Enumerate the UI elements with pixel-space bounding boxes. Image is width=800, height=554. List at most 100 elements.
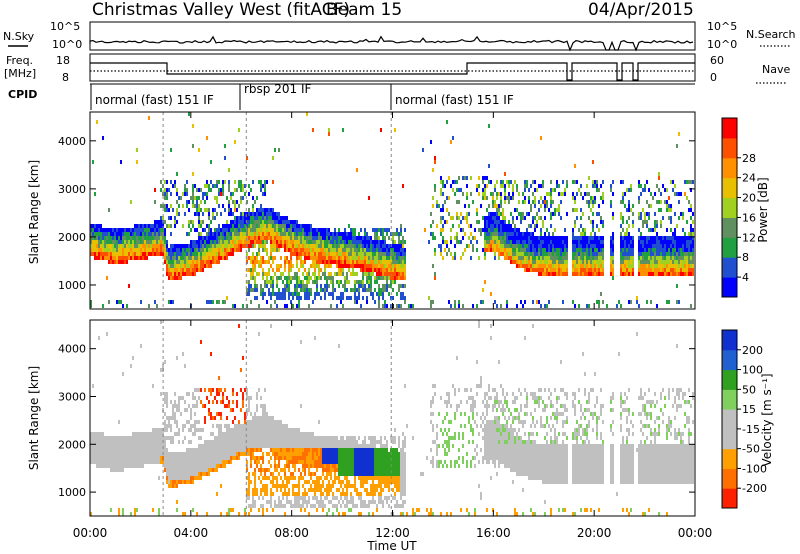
range-cell [284, 304, 286, 308]
range-cell [146, 452, 148, 456]
range-cell [224, 232, 226, 236]
range-cell [222, 236, 224, 240]
range-cell [388, 260, 390, 264]
range-cell [292, 224, 294, 228]
range-cell [192, 452, 194, 456]
range-cell [260, 284, 262, 288]
range-cell [174, 464, 176, 468]
range-cell [118, 420, 120, 424]
range-cell [316, 292, 318, 296]
range-cell [234, 236, 236, 240]
range-cell [512, 260, 514, 264]
range-cell [234, 228, 236, 232]
range-cell [360, 244, 362, 248]
range-cell [156, 428, 158, 432]
range-cell [378, 292, 380, 296]
range-cell [306, 284, 308, 288]
range-cell [532, 256, 534, 260]
range-cell [268, 420, 270, 424]
range-cell [388, 272, 390, 276]
range-cell [268, 224, 270, 228]
range-cell [392, 240, 394, 244]
range-cell [204, 456, 206, 460]
range-cell [550, 268, 552, 272]
range-cell [108, 240, 110, 244]
range-cell [278, 236, 280, 240]
range-cell [118, 444, 120, 448]
range-cell [142, 440, 144, 444]
range-cell [98, 224, 100, 228]
range-cell [208, 208, 210, 212]
range-cell [166, 268, 168, 272]
range-cell [476, 248, 478, 252]
range-cell [252, 224, 254, 228]
range-cell [106, 248, 108, 252]
range-cell [260, 456, 262, 460]
range-cell [626, 208, 628, 212]
range-cell [98, 432, 100, 436]
range-cell [196, 208, 198, 212]
range-cell [652, 240, 654, 244]
range-cell [90, 240, 92, 244]
range-cell [600, 236, 602, 240]
range-cell [192, 172, 194, 176]
range-cell [160, 368, 162, 372]
range-cell [540, 256, 542, 260]
range-cell [150, 444, 152, 448]
range-cell [658, 200, 660, 204]
range-cell [100, 236, 102, 240]
range-cell [314, 260, 316, 264]
range-cell [90, 252, 92, 256]
range-cell [368, 244, 370, 248]
range-cell [198, 232, 200, 236]
range-cell [134, 456, 136, 460]
range-cell [452, 216, 454, 220]
range-cell [150, 240, 152, 244]
range-cell [102, 432, 104, 436]
range-cell [528, 268, 530, 272]
range-cell [480, 204, 482, 208]
range-cell [514, 224, 516, 228]
range-cell [466, 220, 468, 224]
range-cell [578, 256, 580, 260]
range-cell [196, 420, 198, 424]
range-cell [360, 284, 362, 288]
range-cell [296, 248, 298, 252]
range-cell [282, 236, 284, 240]
range-cell [494, 216, 496, 220]
range-cell [232, 432, 234, 436]
range-cell [364, 244, 366, 248]
range-cell [126, 452, 128, 456]
range-cell [272, 248, 274, 252]
range-cell [622, 180, 624, 184]
range-cell [550, 196, 552, 200]
range-cell [308, 252, 310, 256]
range-cell [528, 232, 530, 236]
range-cell [222, 440, 224, 444]
range-cell [666, 200, 668, 204]
range-cell [402, 248, 404, 252]
range-cell [356, 288, 358, 292]
range-cell [398, 276, 400, 280]
range-cell [246, 428, 248, 432]
colorbar-tick-label: 8 [742, 251, 749, 264]
range-cell [348, 252, 350, 256]
range-cell [210, 444, 212, 448]
range-cell [230, 228, 232, 232]
range-cell [168, 224, 170, 228]
range-cell [384, 284, 386, 288]
range-cell [166, 256, 168, 260]
range-cell [400, 252, 402, 256]
range-cell [170, 148, 172, 152]
range-cell [174, 244, 176, 248]
range-cell [286, 248, 288, 252]
range-cell [142, 444, 144, 448]
range-cell [376, 292, 378, 296]
range-cell [518, 256, 520, 260]
range-cell [358, 256, 360, 260]
range-cell [580, 272, 582, 276]
range-cell [378, 244, 380, 248]
range-cell [630, 256, 632, 260]
range-cell [466, 196, 468, 200]
range-cell [158, 436, 160, 440]
